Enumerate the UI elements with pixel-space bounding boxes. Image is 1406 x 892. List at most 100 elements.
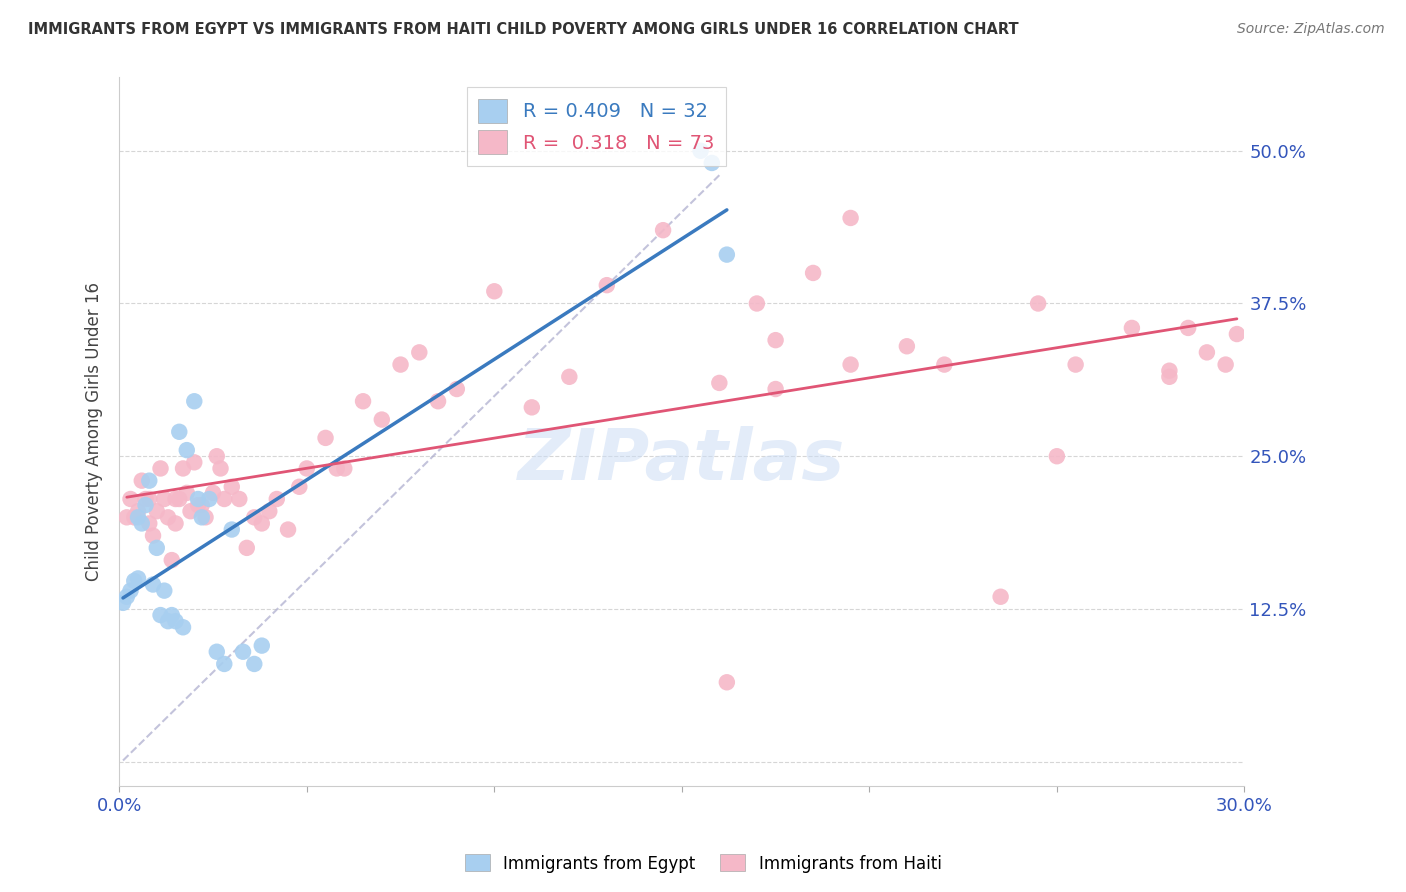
Point: [1215, 358, 1237, 372]
Point: [221, 480, 243, 494]
Point: [142, 529, 165, 543]
Point: [138, 516, 160, 531]
Point: [160, 553, 183, 567]
Point: [127, 571, 149, 585]
Point: [839, 211, 862, 225]
Point: [520, 401, 543, 415]
Point: [700, 156, 723, 170]
Point: [205, 645, 228, 659]
Point: [484, 285, 506, 299]
Point: [765, 382, 787, 396]
Point: [169, 491, 191, 506]
Point: [326, 461, 349, 475]
Point: [266, 491, 288, 506]
Point: [191, 498, 214, 512]
Point: [198, 491, 221, 506]
Point: [1026, 296, 1049, 310]
Point: [1195, 345, 1218, 359]
Point: [221, 523, 243, 537]
Point: [1226, 326, 1249, 341]
Point: [115, 510, 138, 524]
Point: [169, 425, 191, 439]
Point: [124, 574, 146, 588]
Point: [709, 376, 731, 390]
Point: [120, 491, 142, 506]
Point: [131, 474, 153, 488]
Point: [157, 510, 180, 524]
Point: [135, 491, 157, 506]
Point: [765, 333, 787, 347]
Point: [408, 345, 430, 359]
Point: [153, 583, 176, 598]
Point: [839, 358, 862, 372]
Point: [124, 510, 146, 524]
Legend: R = 0.409   N = 32, R =  0.318   N = 73: R = 0.409 N = 32, R = 0.318 N = 73: [467, 87, 725, 166]
Point: [427, 394, 450, 409]
Point: [205, 449, 228, 463]
Point: [187, 498, 209, 512]
Point: [187, 491, 209, 506]
Point: [558, 369, 581, 384]
Point: [214, 491, 236, 506]
Point: [990, 590, 1012, 604]
Point: [745, 296, 768, 310]
Point: [160, 608, 183, 623]
Point: [716, 247, 738, 261]
Point: [315, 431, 337, 445]
Point: [934, 358, 956, 372]
Point: [127, 504, 149, 518]
Point: [157, 614, 180, 628]
Point: [1159, 369, 1181, 384]
Point: [172, 461, 194, 475]
Point: [1064, 358, 1087, 372]
Point: [801, 266, 824, 280]
Point: [236, 541, 259, 555]
Point: [172, 620, 194, 634]
Point: [183, 455, 205, 469]
Point: [250, 639, 273, 653]
Point: [250, 516, 273, 531]
Y-axis label: Child Poverty Among Girls Under 16: Child Poverty Among Girls Under 16: [86, 282, 103, 582]
Point: [153, 491, 176, 506]
Point: [243, 510, 266, 524]
Text: IMMIGRANTS FROM EGYPT VS IMMIGRANTS FROM HAITI CHILD POVERTY AMONG GIRLS UNDER 1: IMMIGRANTS FROM EGYPT VS IMMIGRANTS FROM…: [28, 22, 1019, 37]
Point: [716, 675, 738, 690]
Point: [111, 596, 134, 610]
Point: [277, 523, 299, 537]
Point: [165, 491, 187, 506]
Point: [259, 504, 281, 518]
Point: [149, 461, 172, 475]
Point: [652, 223, 675, 237]
Point: [176, 443, 198, 458]
Point: [115, 590, 138, 604]
Point: [295, 461, 318, 475]
Point: [120, 583, 142, 598]
Text: Source: ZipAtlas.com: Source: ZipAtlas.com: [1237, 22, 1385, 37]
Point: [288, 480, 311, 494]
Point: [127, 510, 149, 524]
Point: [446, 382, 468, 396]
Point: [165, 614, 187, 628]
Point: [176, 486, 198, 500]
Point: [1177, 321, 1199, 335]
Point: [165, 516, 187, 531]
Point: [333, 461, 356, 475]
Point: [896, 339, 918, 353]
Point: [146, 504, 169, 518]
Point: [689, 144, 711, 158]
Point: [352, 394, 374, 409]
Point: [209, 461, 232, 475]
Text: ZIPatlas: ZIPatlas: [519, 425, 845, 495]
Legend: Immigrants from Egypt, Immigrants from Haiti: Immigrants from Egypt, Immigrants from H…: [458, 847, 948, 880]
Point: [149, 608, 172, 623]
Point: [1121, 321, 1143, 335]
Point: [142, 577, 165, 591]
Point: [138, 474, 160, 488]
Point: [180, 504, 202, 518]
Point: [1046, 449, 1069, 463]
Point: [131, 516, 153, 531]
Point: [389, 358, 412, 372]
Point: [371, 412, 394, 426]
Point: [232, 645, 254, 659]
Point: [202, 486, 225, 500]
